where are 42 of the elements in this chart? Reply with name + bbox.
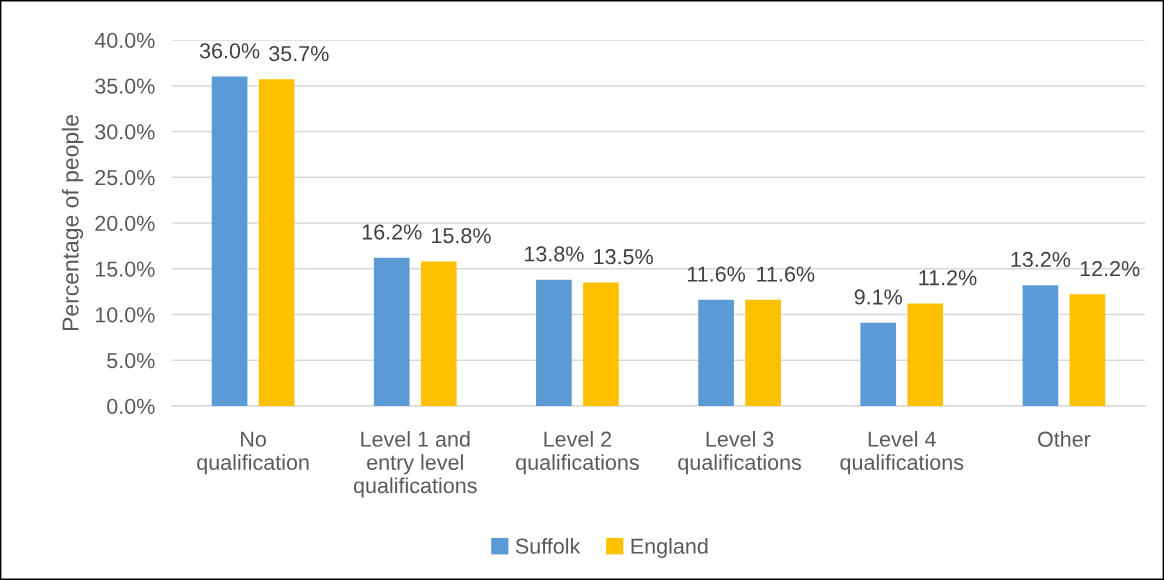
y-axis-title: Percentage of people bbox=[61, 115, 84, 331]
bar bbox=[258, 79, 295, 406]
bar bbox=[698, 299, 734, 406]
bar bbox=[745, 299, 781, 406]
x-tick-label: No qualification bbox=[197, 431, 309, 475]
data-label: 35.7% bbox=[269, 45, 329, 62]
data-label: 12.2% bbox=[1080, 260, 1140, 277]
y-tick-label: 25.0% bbox=[95, 170, 155, 186]
y-tick-label: 0.0% bbox=[107, 398, 155, 415]
data-label: 13.5% bbox=[594, 249, 653, 265]
bar bbox=[583, 282, 619, 406]
data-label: 11.6% bbox=[687, 266, 746, 282]
y-tick-label: 30.0% bbox=[95, 124, 155, 140]
y-tick-label: 20.0% bbox=[95, 215, 155, 232]
bar bbox=[420, 261, 457, 406]
legend-label: Suffolk bbox=[515, 538, 581, 554]
bar bbox=[1069, 294, 1106, 406]
bar bbox=[373, 257, 410, 406]
data-label: 16.2% bbox=[362, 224, 422, 240]
bar bbox=[211, 76, 248, 406]
data-label: 13.8% bbox=[525, 246, 584, 262]
y-tick-label: 40.0% bbox=[94, 32, 155, 49]
x-tick-label: Level 2 qualifications bbox=[516, 431, 639, 475]
y-tick-label: 15.0% bbox=[95, 261, 155, 277]
x-tick-label: Level 4 qualifications bbox=[840, 431, 964, 475]
data-label: 15.8% bbox=[432, 228, 491, 244]
bar bbox=[536, 279, 572, 406]
data-label: 11.2% bbox=[919, 270, 977, 286]
legend-label: England bbox=[631, 538, 708, 559]
x-tick-label: Level 1 and entry level qualifications bbox=[353, 431, 477, 498]
bar bbox=[860, 322, 897, 406]
x-tick-label: Other bbox=[1038, 431, 1091, 447]
y-tick-label: 10.0% bbox=[95, 307, 155, 323]
x-tick-label: Level 3 qualifications bbox=[678, 431, 802, 475]
y-tick-label: 35.0% bbox=[95, 78, 155, 94]
data-label: 13.2% bbox=[1011, 251, 1071, 268]
data-label: 36.0% bbox=[199, 43, 260, 59]
data-label: 11.6% bbox=[757, 266, 815, 282]
bar bbox=[1022, 285, 1059, 406]
data-label: 9.1% bbox=[854, 289, 903, 305]
y-tick-label: 5.0% bbox=[107, 353, 155, 369]
bar bbox=[907, 303, 944, 406]
